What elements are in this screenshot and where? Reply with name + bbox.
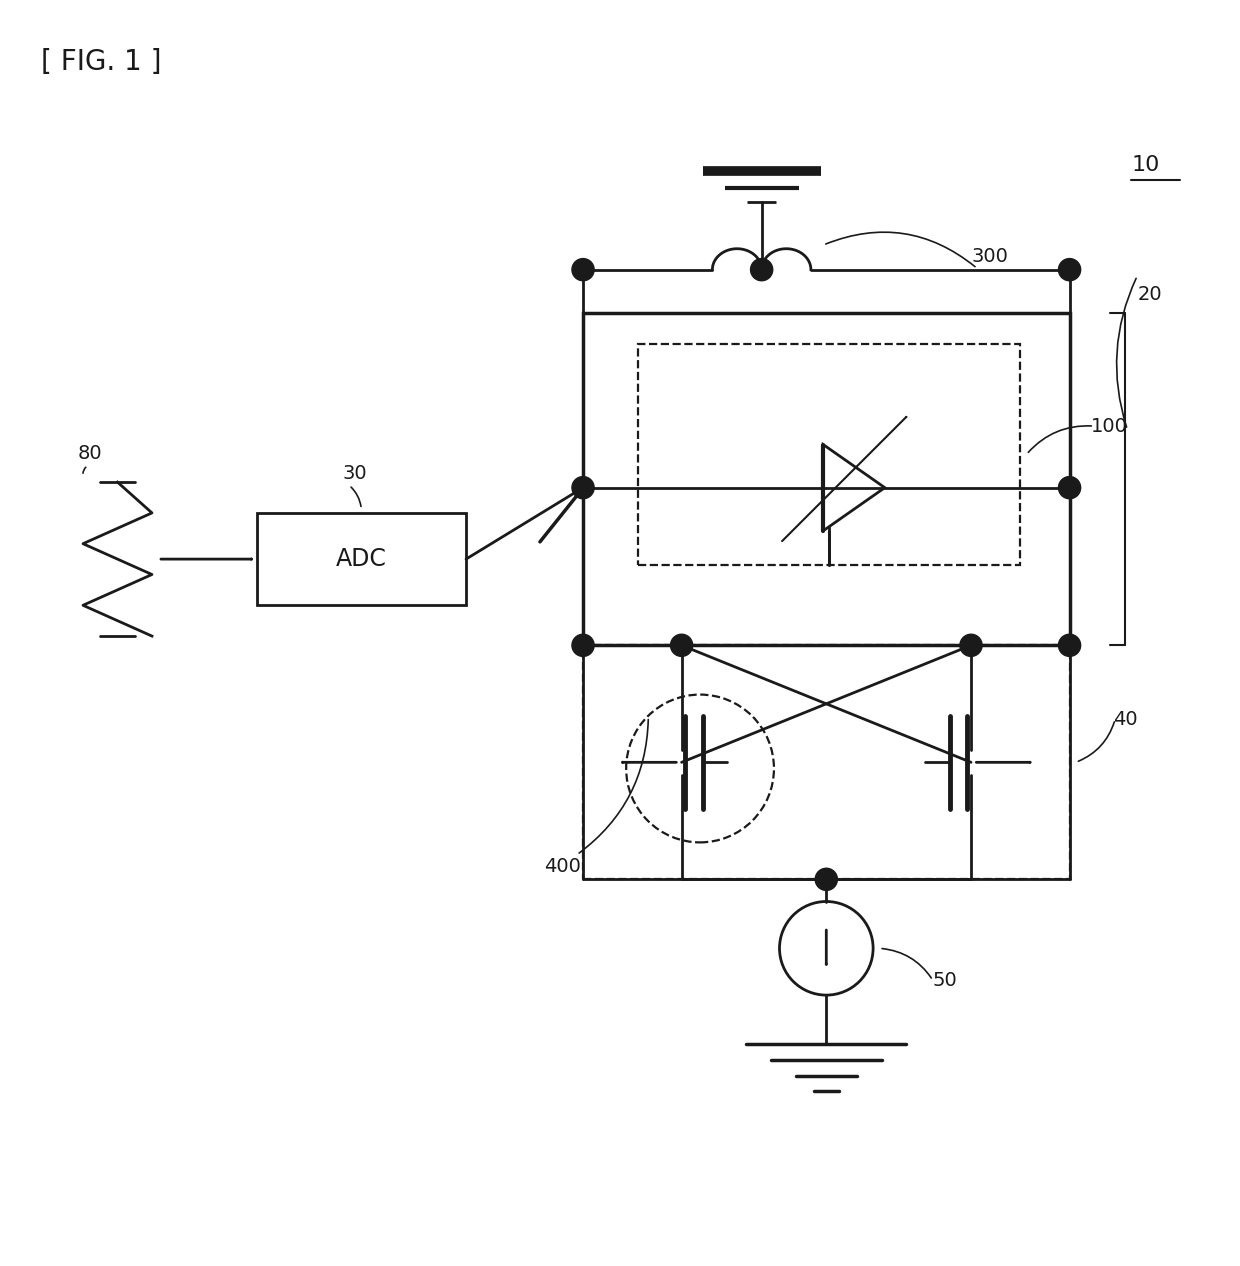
Circle shape [572, 634, 594, 656]
Circle shape [1059, 634, 1080, 656]
Text: 10: 10 [1131, 156, 1159, 175]
Circle shape [1059, 476, 1080, 499]
Text: [ FIG. 1 ]: [ FIG. 1 ] [41, 48, 161, 76]
Bar [257, 513, 466, 605]
Text: 20: 20 [1137, 285, 1162, 304]
Text: 100: 100 [1090, 417, 1127, 436]
Bar [583, 313, 1070, 646]
Circle shape [1059, 258, 1080, 281]
Circle shape [572, 476, 594, 499]
Text: 400: 400 [543, 857, 580, 876]
Circle shape [750, 258, 773, 281]
Bar [639, 343, 1021, 565]
Text: 50: 50 [932, 971, 957, 990]
Text: 300: 300 [971, 247, 1008, 266]
Text: 40: 40 [1112, 710, 1137, 729]
Circle shape [960, 634, 982, 656]
Text: ADC: ADC [336, 547, 387, 571]
Circle shape [671, 634, 693, 656]
Bar [583, 646, 1070, 880]
Text: 30: 30 [343, 463, 367, 482]
Circle shape [815, 868, 837, 890]
Text: 80: 80 [78, 444, 103, 463]
Circle shape [572, 258, 594, 281]
